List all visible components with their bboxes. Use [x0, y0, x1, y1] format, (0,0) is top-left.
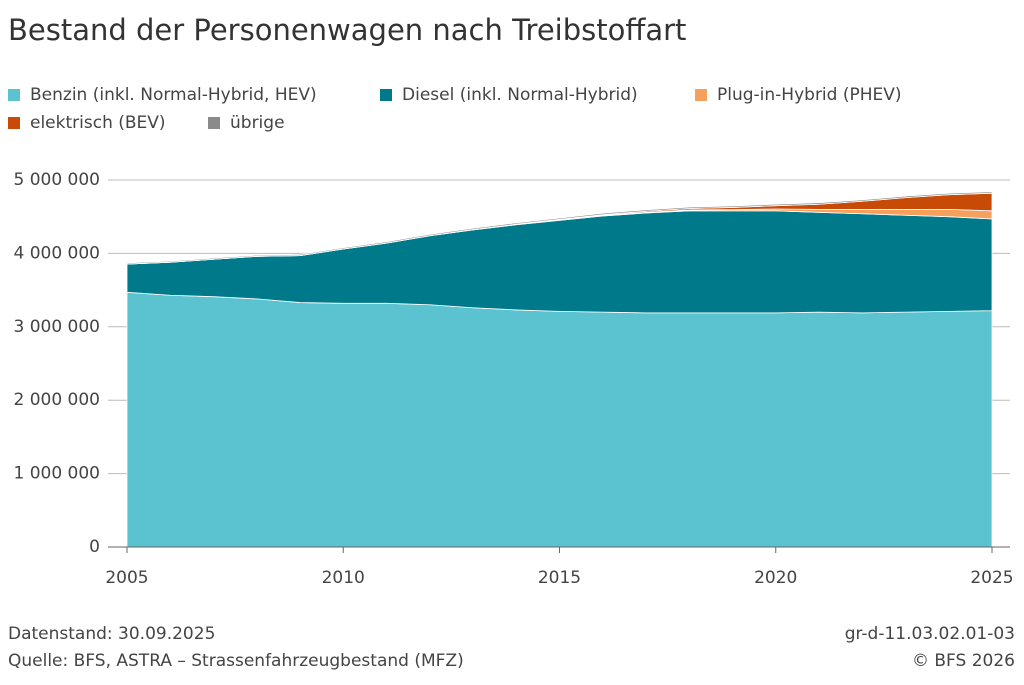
area	[126, 291, 993, 548]
y-tick-label: 5 000 000	[13, 170, 100, 190]
x-tick-label: 2025	[970, 568, 1013, 588]
footer-note: Quelle: BFS, ASTRA – Strassenfahrzeugbes…	[8, 651, 464, 671]
legend-label: Benzin (inkl. Normal-Hybrid, HEV)	[30, 85, 317, 105]
footer-note: Datenstand: 30.09.2025	[8, 624, 215, 644]
y-tick-label: 4 000 000	[13, 243, 100, 263]
x-tick-label: 2015	[538, 568, 581, 588]
x-tick-label: 2010	[322, 568, 365, 588]
legend-swatch	[8, 89, 20, 101]
legend-swatch	[8, 117, 20, 129]
legend-label: übrige	[230, 113, 285, 133]
legend-label: Diesel (inkl. Normal-Hybrid)	[402, 85, 638, 105]
y-tick-label: 1 000 000	[13, 464, 100, 484]
legend-label: elektrisch (BEV)	[30, 113, 166, 133]
legend-swatch	[380, 89, 392, 101]
x-tick-label: 2020	[754, 568, 797, 588]
legend-label: Plug-in-Hybrid (PHEV)	[717, 85, 902, 105]
y-tick-label: 0	[89, 537, 100, 557]
y-tick-label: 3 000 000	[13, 317, 100, 337]
footer-note: © BFS 2026	[912, 651, 1015, 671]
area	[126, 191, 993, 265]
legend-swatch	[695, 89, 707, 101]
x-tick-label: 2005	[105, 568, 148, 588]
legend-swatch	[208, 117, 220, 129]
y-tick-label: 2 000 000	[13, 390, 100, 410]
chart-title: Bestand der Personenwagen nach Treibstof…	[8, 13, 686, 47]
footer-note: gr-d-11.03.02.01-03	[845, 624, 1015, 644]
area	[126, 210, 993, 314]
